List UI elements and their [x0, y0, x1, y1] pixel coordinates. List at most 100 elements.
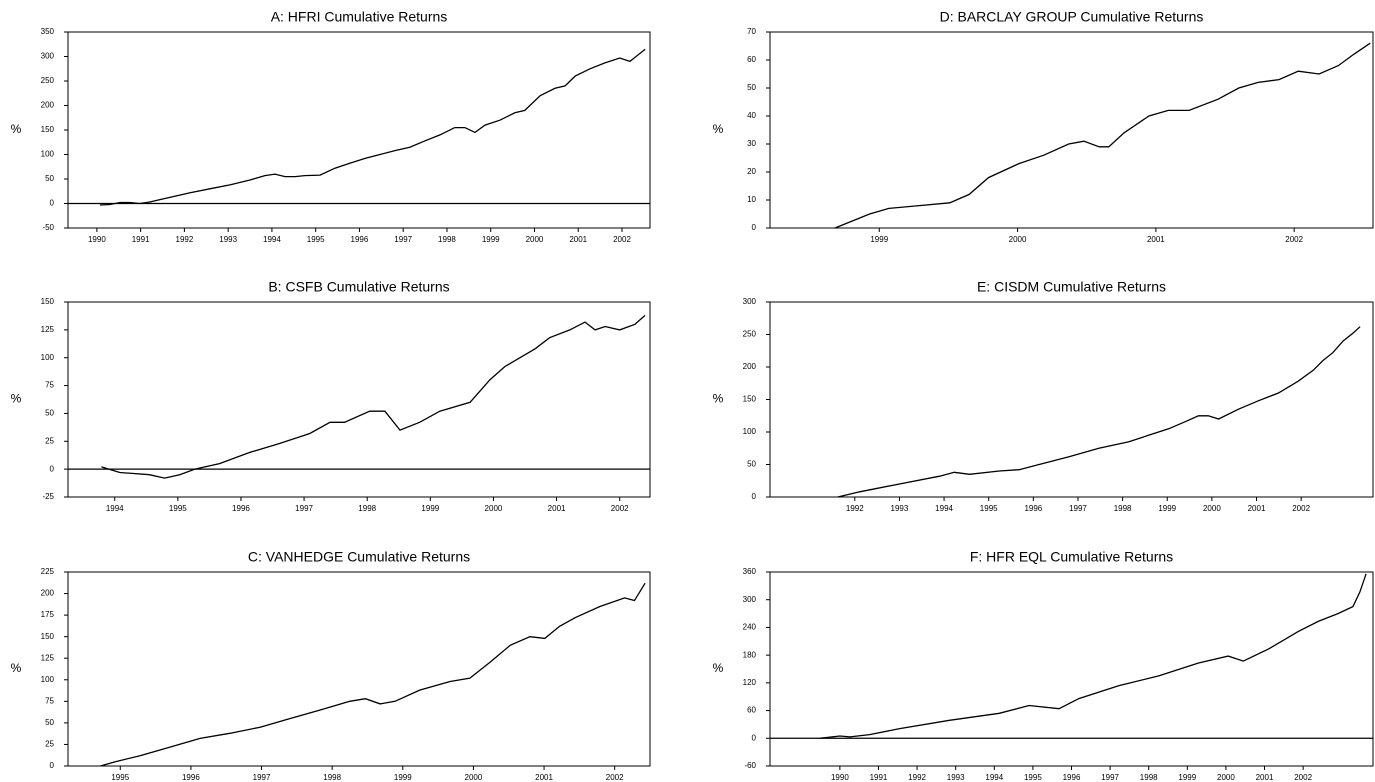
x-tick-label: 2001: [569, 235, 587, 244]
y-tick-label: 25: [45, 436, 54, 445]
chart-title: A: HFRI Cumulative Returns: [271, 9, 448, 25]
x-tick-label: 1991: [132, 235, 150, 244]
x-tick-label: 2001: [535, 773, 553, 782]
y-tick-label: 200: [743, 362, 757, 371]
x-tick-label: 1992: [176, 235, 194, 244]
y-tick-label: 200: [41, 589, 55, 598]
x-tick-label: 1999: [870, 235, 888, 244]
series-line: [837, 326, 1361, 498]
chart-title: B: CSFB Cumulative Returns: [268, 279, 449, 295]
y-tick-label: 50: [45, 174, 54, 183]
x-tick-label: 1996: [182, 773, 200, 782]
chart-title: E: CISDM Cumulative Returns: [977, 279, 1166, 295]
x-tick-label: 1993: [947, 773, 965, 782]
x-tick-label: 2000: [465, 773, 483, 782]
y-tick-label: 50: [747, 83, 756, 92]
y-tick-label: 150: [41, 297, 55, 306]
y-tick-label: 300: [743, 297, 757, 306]
y-tick-label: 0: [752, 223, 757, 232]
y-tick-label: 0: [752, 492, 757, 501]
y-tick-label: 25: [45, 740, 54, 749]
y-tick-label: 180: [743, 650, 757, 659]
y-tick-label: 150: [41, 125, 55, 134]
y-tick-label: 60: [747, 55, 756, 64]
x-tick-label: 2000: [485, 504, 503, 513]
y-tick-label: 70: [747, 27, 756, 36]
x-tick-label: 1997: [1101, 773, 1119, 782]
y-tick-label: 20: [747, 167, 756, 176]
y-tick-label: 40: [747, 111, 756, 120]
x-tick-label: 1996: [1024, 504, 1042, 513]
x-tick-label: 2000: [1009, 235, 1027, 244]
x-tick-label: 1992: [846, 504, 864, 513]
x-tick-label: 2002: [1292, 504, 1310, 513]
y-tick-label: 0: [50, 761, 55, 770]
x-tick-label: 1995: [169, 504, 187, 513]
x-tick-label: 1998: [438, 235, 456, 244]
y-axis-label: %: [11, 661, 22, 675]
x-tick-label: 1999: [1178, 773, 1196, 782]
x-tick-label: 1993: [891, 504, 909, 513]
y-tick-label: 350: [41, 27, 55, 36]
x-tick-label: 1998: [1114, 504, 1132, 513]
x-tick-label: 1993: [219, 235, 237, 244]
x-tick-label: 2002: [606, 773, 624, 782]
y-tick-label: 150: [41, 632, 55, 641]
chart-title: C: VANHEDGE Cumulative Returns: [248, 549, 470, 565]
y-tick-label: 125: [41, 325, 55, 334]
x-tick-label: 1994: [985, 773, 1003, 782]
y-tick-label: 250: [743, 330, 757, 339]
x-tick-label: 1995: [980, 504, 998, 513]
y-tick-label: 60: [747, 706, 756, 715]
x-tick-label: 1995: [307, 235, 325, 244]
x-tick-label: 1997: [394, 235, 412, 244]
y-axis-label: %: [713, 392, 724, 406]
y-tick-label: 100: [41, 675, 55, 684]
x-tick-label: 1995: [111, 773, 129, 782]
x-tick-label: 1990: [831, 773, 849, 782]
x-tick-label: 2001: [1248, 504, 1266, 513]
y-tick-label: 50: [747, 460, 756, 469]
y-tick-label: 50: [45, 409, 54, 418]
plot-frame: [67, 31, 651, 229]
x-tick-label: 1997: [295, 504, 313, 513]
y-axis-label: %: [11, 122, 22, 136]
x-tick-label: 2002: [613, 235, 631, 244]
y-axis-label: %: [713, 122, 724, 136]
y-axis-label: %: [713, 661, 724, 675]
y-tick-label: 0: [50, 199, 55, 208]
x-tick-label: 1998: [358, 504, 376, 513]
series-line: [100, 582, 646, 767]
x-tick-label: 1997: [253, 773, 271, 782]
chart-title: F: HFR EQL Cumulative Returns: [970, 549, 1173, 565]
y-tick-label: 175: [41, 610, 55, 619]
y-tick-label: 200: [41, 101, 55, 110]
x-tick-label: 1994: [106, 504, 124, 513]
x-tick-label: 2001: [548, 504, 566, 513]
y-tick-label: 100: [41, 150, 55, 159]
y-tick-label: 50: [45, 718, 54, 727]
y-tick-label: 240: [743, 623, 757, 632]
x-tick-label: 1999: [1158, 504, 1176, 513]
series-line: [99, 48, 646, 206]
x-tick-label: 1994: [263, 235, 281, 244]
y-tick-label: 100: [41, 353, 55, 362]
x-tick-label: 1994: [935, 504, 953, 513]
y-tick-label: 300: [743, 595, 757, 604]
series-line: [834, 42, 1371, 229]
series-line: [101, 314, 646, 479]
x-tick-label: 1990: [88, 235, 106, 244]
x-tick-label: 2000: [1203, 504, 1221, 513]
plot-frame: [67, 301, 651, 498]
y-axis-label: %: [11, 392, 22, 406]
y-tick-label: -60: [744, 761, 756, 770]
plot-frame: [769, 571, 1374, 767]
x-tick-label: 2001: [1256, 773, 1274, 782]
x-tick-label: 1999: [482, 235, 500, 244]
x-tick-label: 1999: [421, 504, 439, 513]
y-tick-label: 100: [743, 427, 757, 436]
x-tick-label: 1997: [1069, 504, 1087, 513]
x-tick-label: 1996: [1063, 773, 1081, 782]
y-tick-label: 75: [45, 696, 54, 705]
